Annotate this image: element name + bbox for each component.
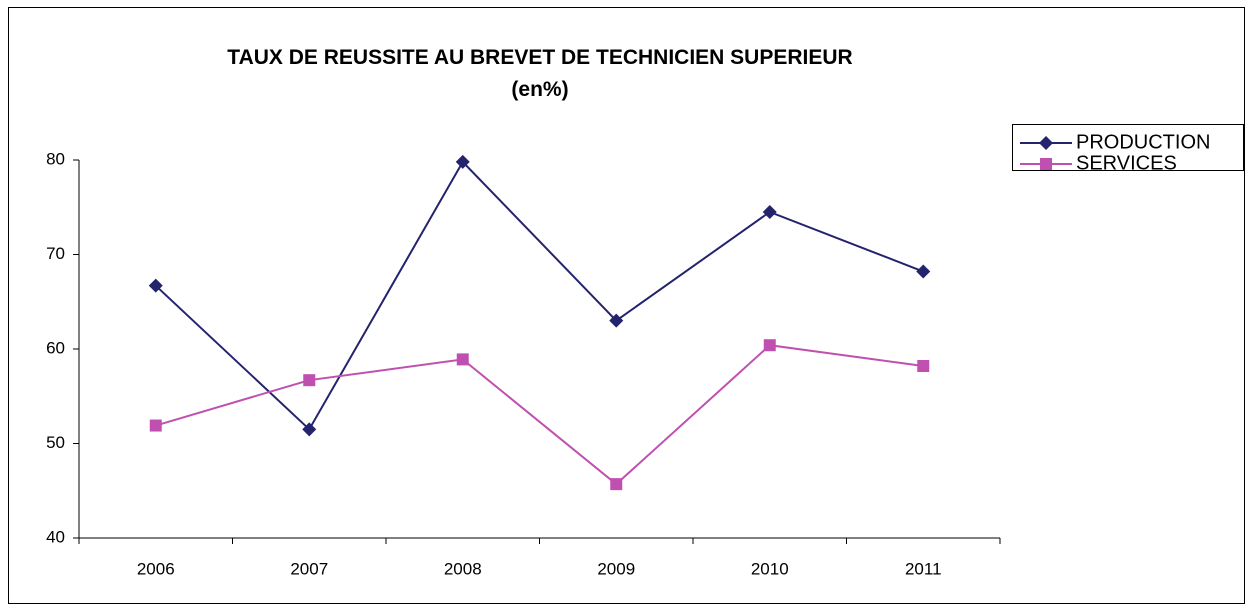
square-marker (149, 419, 162, 432)
y-tick-label: 50 (46, 433, 65, 452)
diamond-marker (762, 204, 777, 219)
x-tick-label: 2011 (905, 559, 942, 578)
square-marker (1040, 158, 1052, 170)
x-tick-label: 2008 (444, 559, 482, 578)
diamond-marker (1039, 136, 1053, 150)
y-tick-label: 70 (46, 244, 65, 263)
series-line (155, 344, 924, 486)
y-tick-label: 60 (46, 338, 65, 357)
y-tick-label: 80 (46, 149, 65, 168)
legend-label: PRODUCTION (1076, 131, 1210, 153)
x-tick-label: 2006 (137, 559, 175, 578)
diamond-marker (455, 154, 470, 169)
x-tick-label: 2009 (597, 559, 635, 578)
diamond-marker (916, 264, 931, 279)
diamond-marker (148, 278, 163, 293)
square-marker (763, 339, 776, 352)
square-marker (303, 374, 316, 387)
chart-border (8, 7, 1245, 604)
x-tick-label: 2010 (751, 559, 789, 578)
square-marker (610, 478, 623, 491)
diamond-marker (609, 313, 624, 328)
y-tick-label: 40 (46, 527, 65, 546)
legend-label: SERVICES (1076, 152, 1177, 174)
square-marker (456, 353, 469, 366)
x-tick-label: 2007 (290, 559, 328, 578)
chart-title: TAUX DE REUSSITE AU BREVET DE TECHNICIEN… (227, 46, 853, 101)
series-line (155, 160, 924, 431)
diamond-marker (302, 422, 317, 437)
square-marker (917, 360, 930, 373)
